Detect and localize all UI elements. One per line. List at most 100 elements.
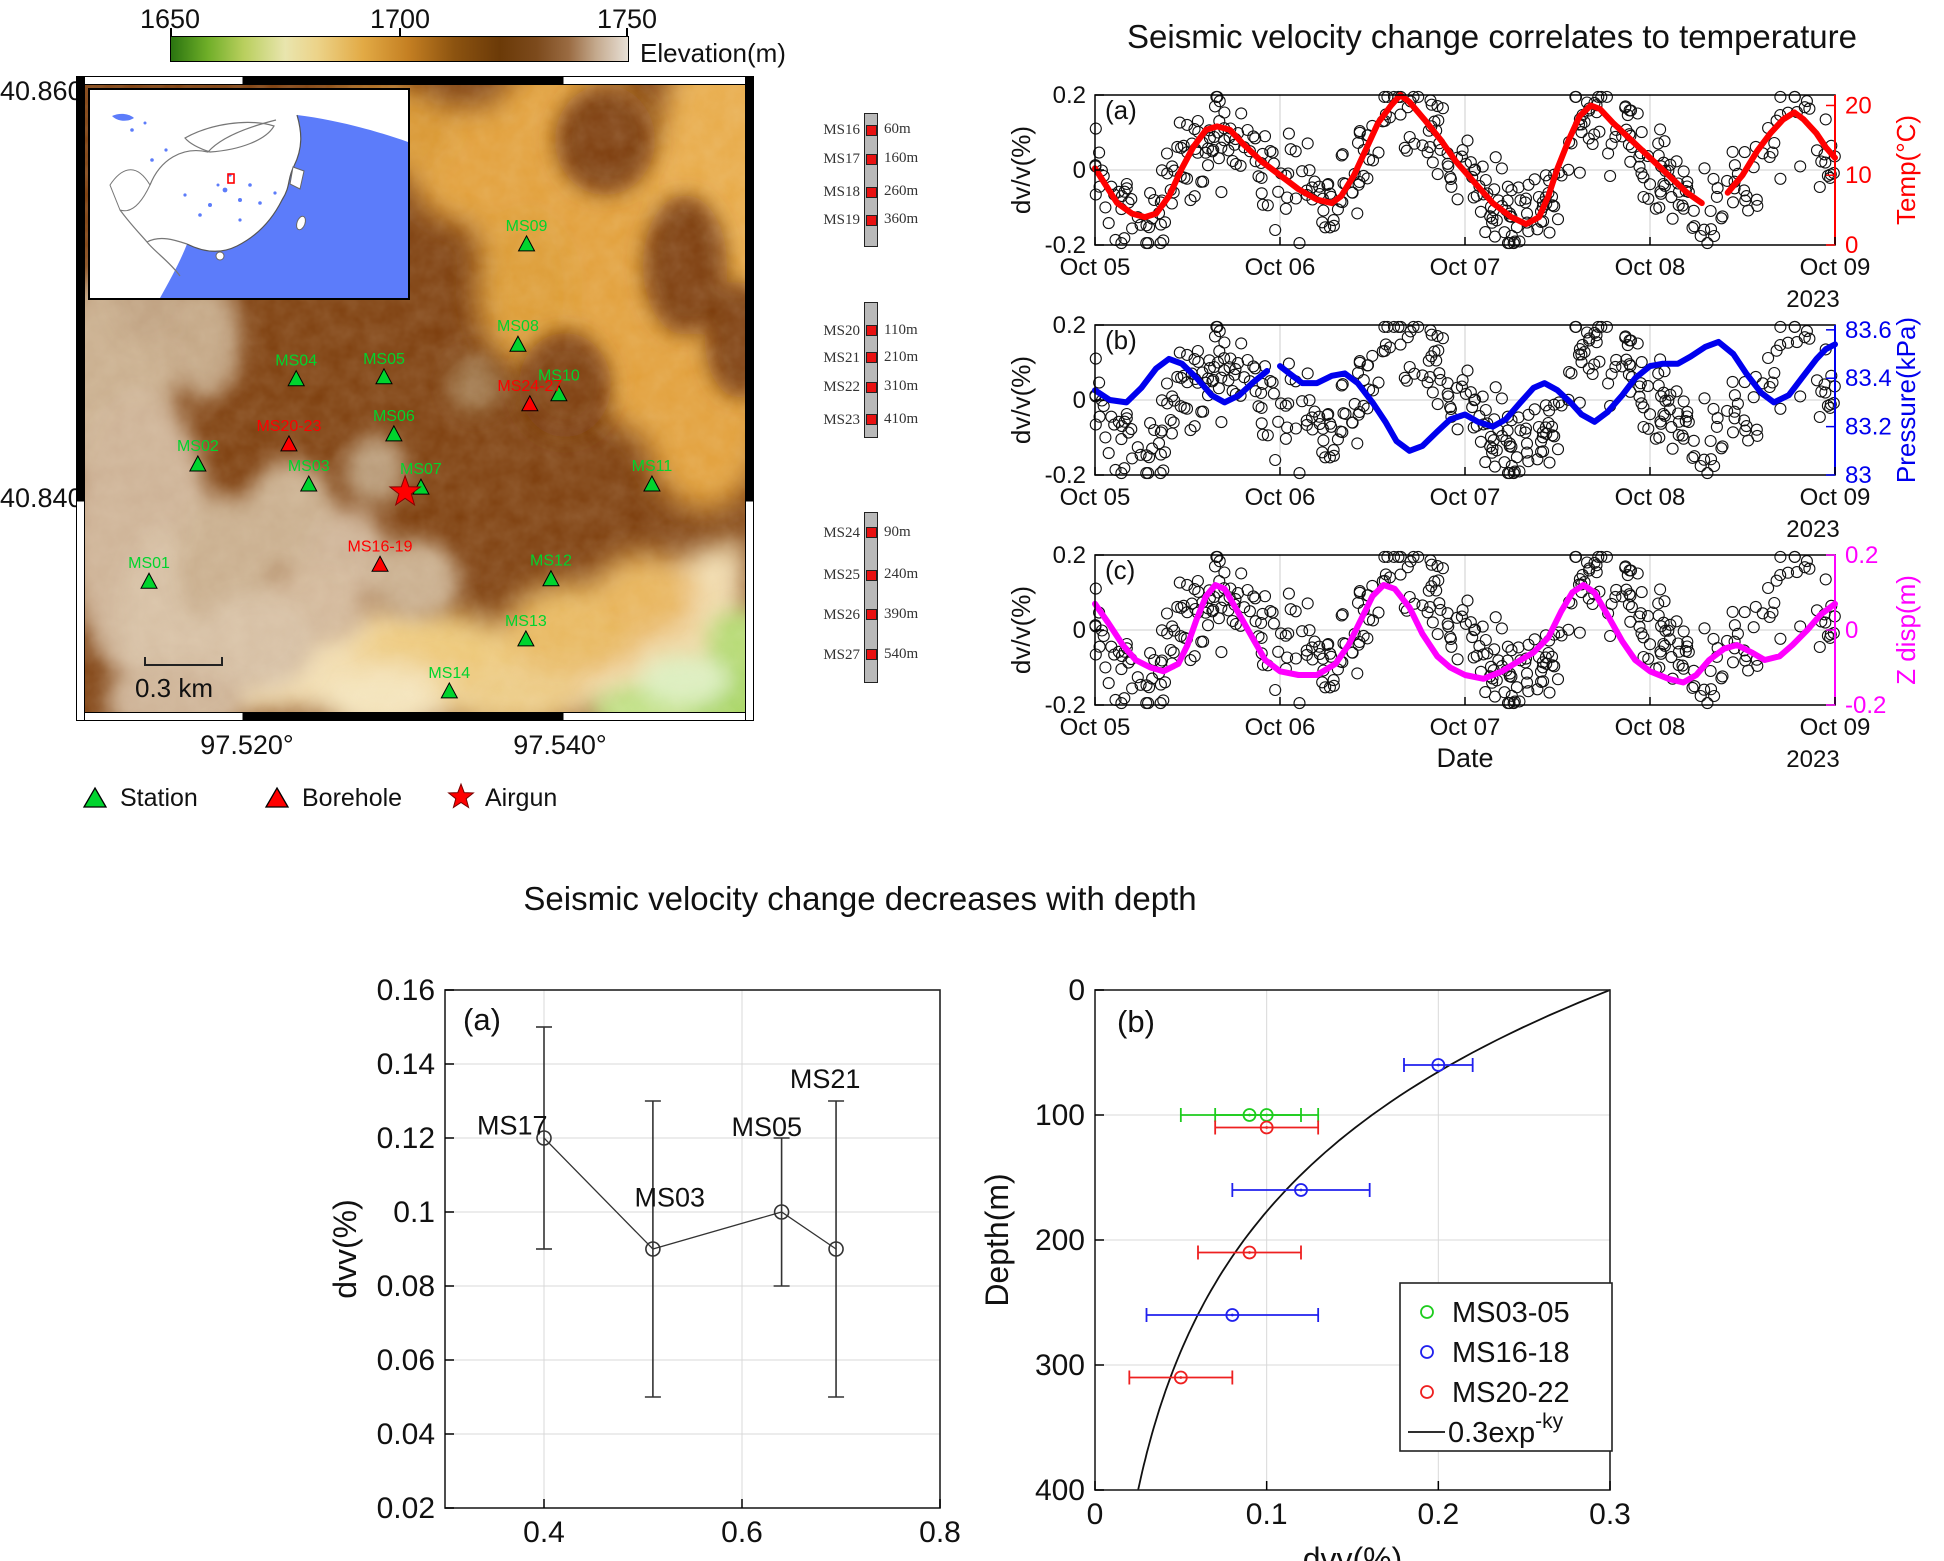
sensor-marker-MS25	[865, 569, 877, 581]
svg-text:Distance(km): Distance(km)	[598, 1557, 786, 1561]
svg-text:0.08: 0.08	[377, 1270, 435, 1303]
svg-text:Oct 05: Oct 05	[1060, 714, 1131, 741]
map-scale-bar: 0.3 km	[135, 657, 223, 703]
sensor-marker-MS18	[865, 186, 877, 198]
svg-text:MS01: MS01	[128, 555, 170, 572]
colorbar-tickmark	[170, 28, 172, 36]
colorbar-gradient	[170, 36, 629, 62]
svg-text:Oct 06: Oct 06	[1245, 484, 1316, 511]
svg-text:MS03: MS03	[288, 458, 330, 475]
borehole-column-1	[864, 113, 878, 247]
borehole-column-3	[864, 512, 878, 683]
sensor-marker-MS24	[865, 527, 877, 539]
svg-text:Oct 06: Oct 06	[1245, 254, 1316, 281]
sensor-marker-MS27	[865, 649, 877, 661]
sensor-name-MS26: MS26	[823, 606, 860, 623]
sensor-depth-MS17: 160m	[884, 150, 919, 167]
station-marker-MS08: MS08	[497, 318, 539, 352]
svg-text:MS16-19: MS16-19	[348, 538, 413, 555]
svg-text:MS05: MS05	[363, 351, 405, 368]
svg-text:Oct 09: Oct 09	[1800, 484, 1871, 511]
sensor-name-MS20: MS20	[823, 322, 860, 339]
gridlines	[1095, 555, 1835, 705]
svg-text:0.2: 0.2	[1417, 1498, 1459, 1531]
errorbar-MS17: MS17	[477, 1026, 552, 1250]
svg-text:0: 0	[1073, 617, 1086, 644]
svg-text:-0.2: -0.2	[1845, 692, 1886, 719]
svg-text:MS12: MS12	[530, 553, 572, 570]
station-marker-MS12: MS12	[530, 553, 572, 587]
svg-text:MS09: MS09	[506, 218, 548, 235]
svg-text:Oct 07: Oct 07	[1430, 484, 1501, 511]
svg-text:0.12: 0.12	[377, 1122, 435, 1155]
svg-text:Oct 05: Oct 05	[1060, 254, 1131, 281]
svg-text:0.4: 0.4	[523, 1516, 565, 1549]
station-marker-MS11: MS11	[632, 458, 672, 492]
svg-text:MS08: MS08	[497, 318, 539, 335]
borehole-diagrams: MS16 60m MS17 160m MS18 260m MS19 360m MS20 110m M…	[808, 95, 1008, 710]
svg-text:0.6: 0.6	[721, 1516, 763, 1549]
svg-text:Depth(m): Depth(m)	[980, 1173, 1015, 1306]
sensor-marker-MS23	[865, 414, 877, 426]
svg-text:MS03-05: MS03-05	[1452, 1297, 1570, 1329]
svg-text:2023: 2023	[1786, 516, 1839, 543]
airgun-marker	[388, 474, 422, 507]
svg-text:MS03: MS03	[634, 1182, 705, 1212]
svg-text:(b): (b)	[1105, 325, 1137, 355]
svg-text:(a): (a)	[1105, 95, 1137, 125]
svg-text:300: 300	[1035, 1349, 1085, 1382]
sensor-depth-MS18: 260m	[884, 183, 919, 200]
sensor-depth-MS23: 410m	[884, 410, 919, 427]
svg-text:Oct 08: Oct 08	[1615, 254, 1686, 281]
sensor-name-MS17: MS17	[823, 151, 860, 168]
map-frame-right	[745, 76, 754, 721]
svg-text:0: 0	[1087, 1498, 1104, 1531]
env-curve	[1092, 338, 1838, 454]
legend-borehole-label: Borehole	[302, 784, 403, 812]
colorbar-label: Elevation(m)	[640, 38, 786, 68]
svg-text:83.2: 83.2	[1845, 414, 1892, 441]
svg-text:0.02: 0.02	[377, 1492, 435, 1525]
svg-text:0.1: 0.1	[393, 1196, 435, 1229]
sensor-marker-MS16	[865, 124, 877, 136]
timeseries-title: Seismic velocity change correlates to te…	[1127, 18, 1857, 55]
sensor-depth-MS19: 360m	[884, 211, 919, 228]
depth-title: Seismic velocity change decreases with d…	[523, 880, 1197, 917]
sensor-name-MS19: MS19	[823, 212, 860, 229]
svg-text:MS13: MS13	[505, 613, 547, 630]
svg-text:Date: Date	[1436, 743, 1493, 773]
inset-map-svg	[90, 90, 408, 298]
svg-text:0: 0	[1068, 974, 1085, 1007]
colorbar-tick-1650: 1650	[139, 4, 201, 34]
svg-text:10: 10	[1845, 162, 1872, 189]
env-curve	[1092, 582, 1838, 686]
station-marker-MS13: MS13	[505, 613, 547, 647]
svg-text:Oct 09: Oct 09	[1800, 254, 1871, 281]
svg-text:-0.2: -0.2	[1045, 232, 1086, 259]
map-frame-bottom	[76, 712, 754, 721]
lat-label-top: 40.860°	[0, 76, 94, 106]
station-marker-MS01: MS01	[128, 555, 170, 589]
dvv-distance-line	[543, 1137, 837, 1250]
depth-series-MS03-05	[1179, 1108, 1320, 1122]
svg-text:20: 20	[1845, 92, 1872, 119]
svg-text:0.2: 0.2	[1053, 315, 1086, 339]
topographic-map: MS09 MS08 MS04 MS05 MS10 MS24-27 MS06 MS20-23 MS…	[76, 76, 754, 721]
borehole-icon	[264, 786, 290, 808]
sensor-name-MS27: MS27	[823, 646, 860, 663]
errorbar-MS05: MS05	[731, 1112, 802, 1287]
sensor-marker-MS20	[865, 325, 877, 337]
svg-text:(c): (c)	[1105, 555, 1135, 585]
dvv-scatter	[1089, 90, 1841, 250]
svg-text:0.06: 0.06	[377, 1344, 435, 1377]
study-area-marker	[227, 173, 235, 184]
sensor-marker-MS21	[865, 352, 877, 364]
svg-text:0: 0	[1845, 617, 1858, 644]
station-marker-MS02: MS02	[177, 438, 219, 472]
svg-text:400: 400	[1035, 1474, 1085, 1507]
sensor-depth-MS27: 540m	[884, 645, 919, 662]
svg-text:0.1: 0.1	[1246, 1498, 1288, 1531]
